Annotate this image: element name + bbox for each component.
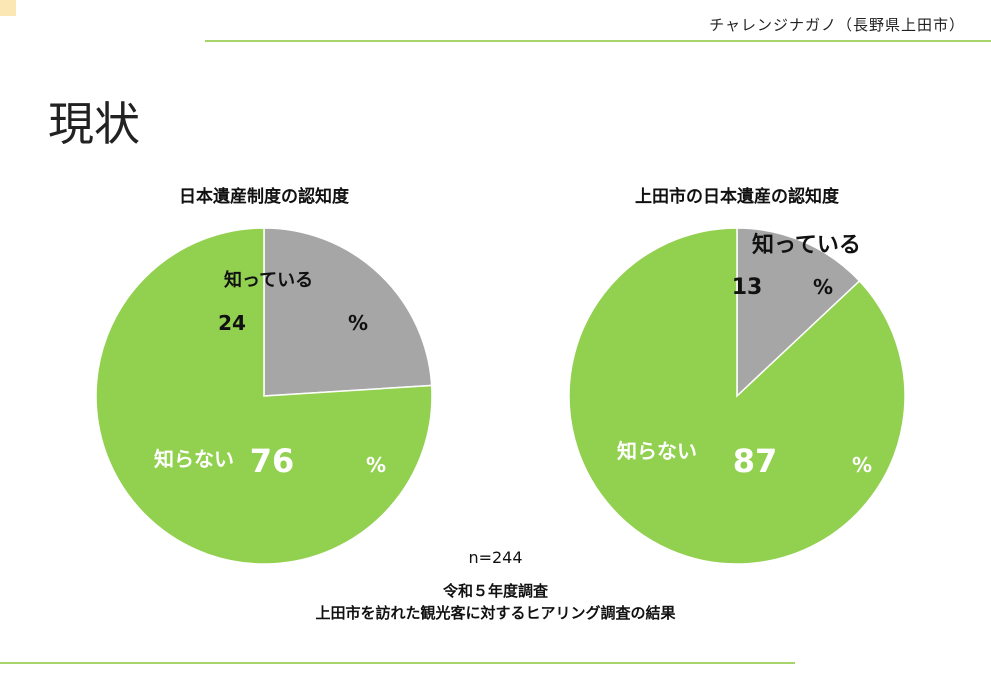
pie-chart-city-awareness: 上田市の日本遺産の認知度 知っている 13% 知らない 87% xyxy=(557,182,917,572)
sample-size: n=244 xyxy=(468,548,523,567)
slice-label: 知っている xyxy=(224,269,313,291)
corner-accent xyxy=(0,0,16,16)
footer-rule xyxy=(0,662,795,664)
slice-unit: % xyxy=(348,311,368,335)
slice-label: 知らない xyxy=(154,447,234,471)
header-org: チャレンジナガノ（長野県上田市） xyxy=(709,16,965,34)
slice-value: 87 xyxy=(733,442,778,480)
pie-svg: 知っている 24 % 知らない 76% xyxy=(95,227,433,565)
slice-known xyxy=(263,227,433,397)
slice-label: 知らない xyxy=(617,439,697,463)
slice-unit: % xyxy=(813,275,833,299)
chart-title: 日本遺産制度の認知度 xyxy=(179,187,349,207)
pie-chart-system-awareness: 日本遺産制度の認知度 知っている 24% 知らない 76% xyxy=(84,182,444,572)
source-line-2: 上田市を訪れた観光客に対するヒアリング調査の結果 xyxy=(315,604,676,622)
slice-unit: % xyxy=(366,453,386,477)
chart-title: 上田市の日本遺産の認知度 xyxy=(635,187,839,207)
source-line-1: 令和５年度調査 xyxy=(442,582,548,600)
slice-value: 13 xyxy=(732,275,763,300)
slice-value: 76 xyxy=(250,442,295,480)
slice-unknown xyxy=(95,227,433,565)
header-rule xyxy=(205,40,991,42)
page-title: 現状 xyxy=(48,97,140,151)
slice-unit: % xyxy=(852,453,872,477)
slice-known xyxy=(736,227,861,398)
slice-value: 24 xyxy=(218,311,246,335)
pie-svg: 知っている 13 % 知らない 87% xyxy=(568,227,906,565)
slice-unknown xyxy=(568,227,906,565)
source-note: 令和５年度調査 上田市を訪れた観光客に対するヒアリング調査の結果 xyxy=(0,580,991,624)
slice-label: 知っている xyxy=(752,232,861,258)
